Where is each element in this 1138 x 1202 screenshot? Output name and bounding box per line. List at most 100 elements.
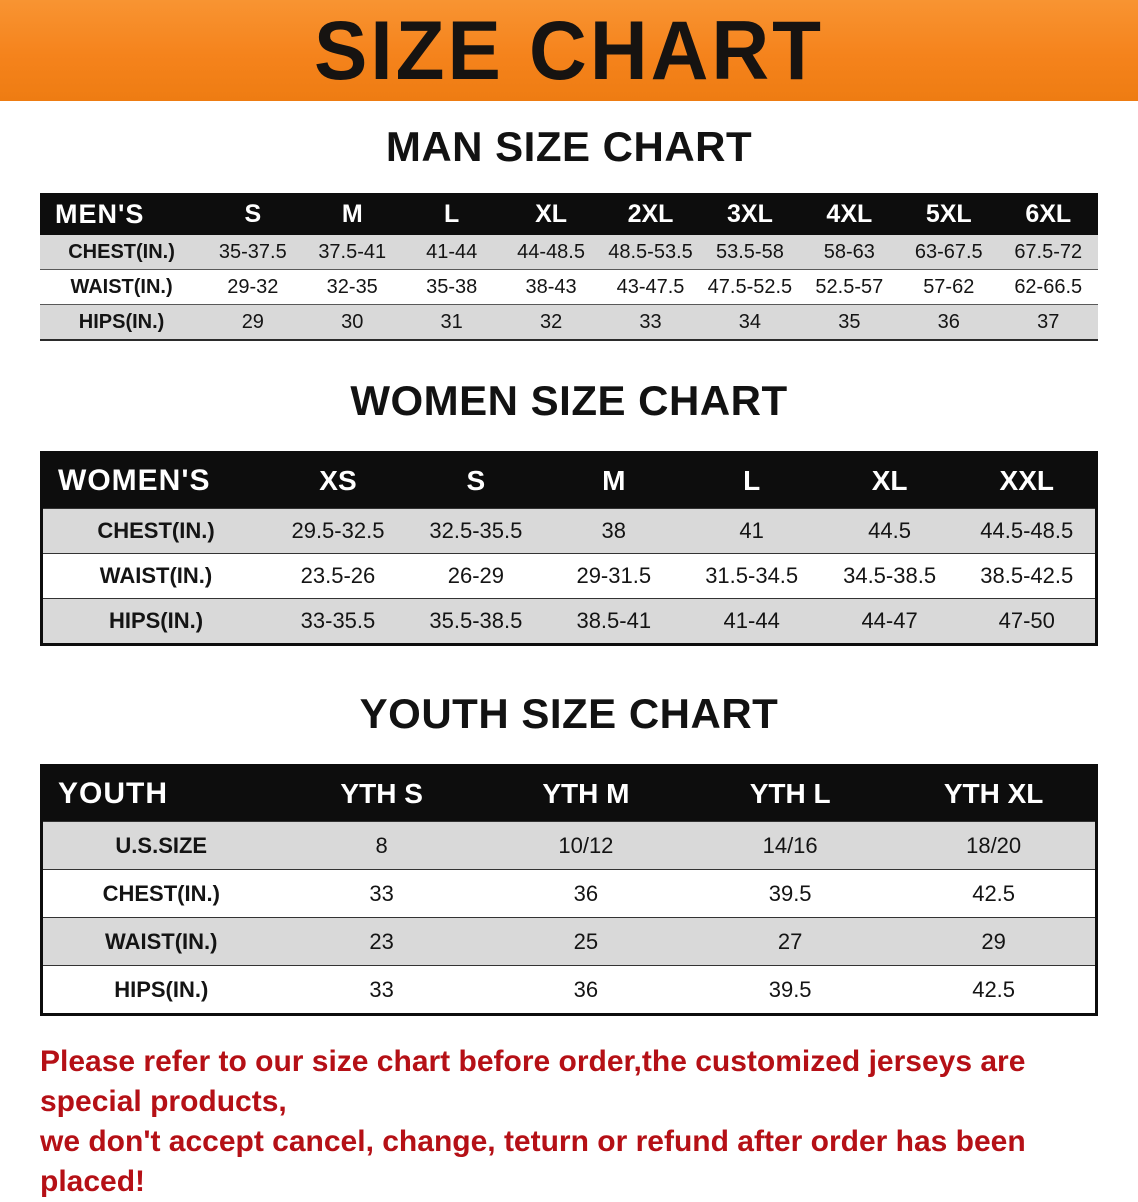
measurement-row: CHEST(IN.) 29.5-32.5 32.5-35.5 38 41 44.5 44.5…	[41, 508, 1097, 554]
table-title-cell: MEN'S	[40, 193, 204, 235]
measurement-cell: 44-47	[820, 598, 959, 645]
measurement-cell: 44-48.5	[501, 235, 601, 270]
measurement-cell: 23	[279, 917, 484, 966]
header-row: WOMEN'S XS S M L XL XXL	[41, 452, 1097, 509]
measurement-cell: 47-50	[958, 598, 1097, 645]
measurement-cell: 32	[501, 304, 601, 341]
measurement-cell: 52.5-57	[799, 269, 900, 305]
measurement-row: WAIST(IN.) 23 25 27 29	[41, 917, 1097, 966]
measurement-cell: 44.5	[820, 508, 959, 554]
measurement-cell: 29	[203, 304, 303, 341]
measurement-cell: 29-31.5	[544, 553, 683, 599]
measurement-cell: 62-66.5	[998, 269, 1098, 305]
measurement-cell: 47.5-52.5	[700, 269, 800, 305]
row-label: WAIST(IN.)	[41, 553, 269, 599]
measurement-cell: 36	[899, 304, 999, 341]
size-column-header: 6XL	[998, 193, 1098, 235]
size-column-header: M	[302, 193, 402, 235]
size-column-header: XL	[501, 193, 601, 235]
measurement-cell: 33	[600, 304, 701, 341]
measurement-cell: 41-44	[682, 598, 821, 645]
measurement-cell: 38.5-42.5	[958, 553, 1097, 599]
size-column-header: XS	[269, 452, 407, 509]
measurement-cell: 18/20	[892, 821, 1097, 870]
size-column-header: 4XL	[799, 193, 900, 235]
measurement-row: CHEST(IN.) 35-37.5 37.5-41 41-44 44-48.5 48.5…	[40, 235, 1098, 270]
measurement-cell: 32.5-35.5	[406, 508, 545, 554]
measurement-row: WAIST(IN.) 23.5-26 26-29 29-31.5 31.5-34.5 34…	[41, 553, 1097, 599]
page-title: SIZE CHART	[314, 3, 824, 97]
measurement-cell: 32-35	[302, 269, 402, 305]
measurement-cell: 42.5	[892, 869, 1097, 918]
measurement-row: CHEST(IN.) 33 36 39.5 42.5	[41, 869, 1097, 918]
size-column-header: 2XL	[600, 193, 701, 235]
measurement-cell: 48.5-53.5	[600, 235, 701, 270]
disclaimer-line-1: Please refer to our size chart before or…	[40, 1045, 1026, 1118]
measurement-row: HIPS(IN.) 29 30 31 32 33 34 35 36 37	[40, 304, 1098, 341]
measurement-cell: 38	[544, 508, 683, 554]
measurement-cell: 35.5-38.5	[406, 598, 545, 645]
measurement-row: U.S.SIZE 8 10/12 14/16 18/20	[41, 821, 1097, 870]
size-column-header: S	[406, 452, 545, 509]
measurement-cell: 38-43	[501, 269, 601, 305]
measurement-cell: 58-63	[799, 235, 900, 270]
measurement-cell: 57-62	[899, 269, 999, 305]
measurement-cell: 8	[279, 821, 484, 870]
size-column-header: M	[544, 452, 683, 509]
measurement-cell: 38.5-41	[544, 598, 683, 645]
measurement-cell: 37.5-41	[302, 235, 402, 270]
measurement-cell: 36	[483, 869, 689, 918]
measurement-cell: 26-29	[406, 553, 545, 599]
size-column-header: YTH M	[483, 765, 689, 822]
row-label: WAIST(IN.)	[40, 269, 204, 305]
measurement-cell: 33-35.5	[269, 598, 407, 645]
measurement-cell: 29.5-32.5	[269, 508, 407, 554]
measurement-cell: 34.5-38.5	[820, 553, 959, 599]
measurement-cell: 39.5	[688, 965, 893, 1015]
measurement-cell: 14/16	[688, 821, 893, 870]
table-title-cell: YOUTH	[41, 765, 280, 822]
measurement-cell: 37	[998, 304, 1098, 341]
youth-section-heading: YOUTH SIZE CHART	[359, 690, 779, 737]
measurement-cell: 67.5-72	[998, 235, 1098, 270]
banner: SIZE CHART	[0, 0, 1138, 101]
row-label: U.S.SIZE	[41, 821, 280, 870]
men-section-heading: MAN SIZE CHART	[385, 123, 753, 170]
measurement-cell: 41	[682, 508, 821, 554]
measurement-cell: 25	[483, 917, 689, 966]
row-label: CHEST(IN.)	[40, 235, 204, 270]
measurement-cell: 27	[688, 917, 893, 966]
row-label: HIPS(IN.)	[41, 598, 269, 645]
header-row: MEN'S S M L XL 2XL 3XL 4XL 5XL 6XL	[40, 193, 1098, 235]
disclaimer-line-2: we don't accept cancel, change, teturn o…	[40, 1124, 1026, 1198]
size-column-header: 5XL	[899, 193, 999, 235]
measurement-cell: 31.5-34.5	[682, 553, 821, 599]
measurement-row: HIPS(IN.) 33-35.5 35.5-38.5 38.5-41 41-44 44-…	[41, 598, 1097, 645]
measurement-cell: 33	[279, 965, 484, 1015]
size-column-header: XXL	[958, 452, 1097, 509]
youth-size-table: YOUTH YTH S YTH M YTH L YTH XL U.S.SIZE 8 10/12…	[40, 764, 1098, 1016]
measurement-cell: 34	[700, 304, 800, 341]
men-size-table: MEN'S S M L XL 2XL 3XL 4XL 5XL 6XL CHEST(IN.) 35-37…	[40, 193, 1098, 341]
row-label: CHEST(IN.)	[41, 869, 280, 918]
row-label: WAIST(IN.)	[41, 917, 280, 966]
measurement-row: WAIST(IN.) 29-32 32-35 35-38 38-43 43-47.5 47.…	[40, 269, 1098, 305]
measurement-cell: 42.5	[892, 965, 1097, 1015]
size-column-header: YTH XL	[892, 765, 1097, 822]
measurement-cell: 35	[799, 304, 900, 341]
measurement-cell: 63-67.5	[899, 235, 999, 270]
measurement-cell: 35-37.5	[203, 235, 303, 270]
size-column-header: YTH S	[279, 765, 484, 822]
size-column-header: L	[401, 193, 502, 235]
row-label: HIPS(IN.)	[40, 304, 204, 341]
measurement-cell: 23.5-26	[269, 553, 407, 599]
row-label: HIPS(IN.)	[41, 965, 280, 1015]
measurement-cell: 31	[401, 304, 502, 341]
measurement-cell: 29	[892, 917, 1097, 966]
row-label: CHEST(IN.)	[41, 508, 269, 554]
measurement-cell: 29-32	[203, 269, 303, 305]
disclaimer: Please refer to our size chart before or…	[40, 1042, 1118, 1202]
measurement-cell: 33	[279, 869, 484, 918]
size-column-header: L	[682, 452, 821, 509]
